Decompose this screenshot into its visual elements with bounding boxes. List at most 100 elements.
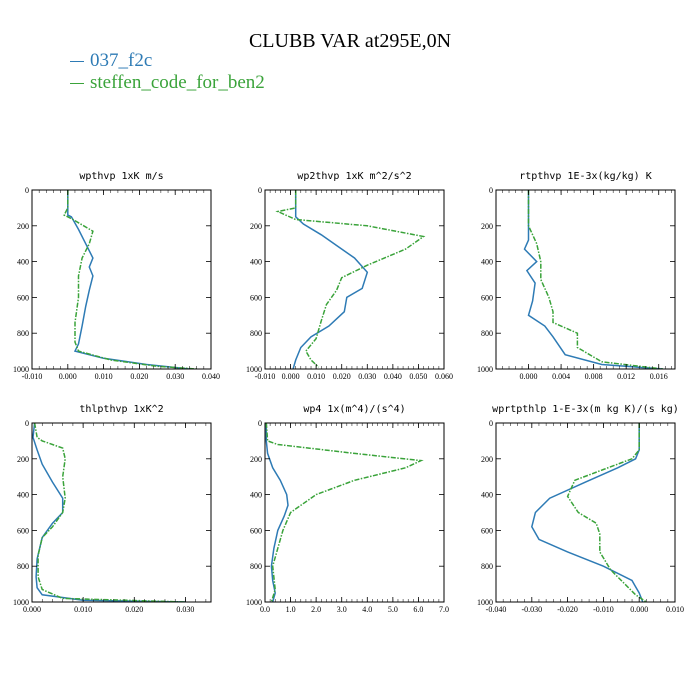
x-tick-label: 0.010 — [95, 372, 113, 381]
y-tick-label: 800 — [250, 562, 262, 571]
x-tick-label: 0.000 — [23, 605, 41, 614]
y-tick-label: 600 — [481, 293, 493, 302]
panel-title-2: wp2thvp 1xK m^2/s^2 — [297, 171, 411, 182]
y-tick-label: 800 — [17, 562, 29, 571]
x-tick-label: 0.012 — [617, 372, 635, 381]
x-tick-label: 6.0 — [413, 605, 423, 614]
x-tick-label: -0.030 — [521, 605, 542, 614]
x-tick-label: 1.0 — [286, 605, 296, 614]
plot-frame — [495, 422, 676, 603]
page-title: CLUBB VAR at295E,0N — [248, 30, 452, 52]
legend: 037_f2c steffen_code_for_ben2 — [70, 50, 265, 94]
y-tick-label: 400 — [481, 491, 493, 500]
legend-label-037-f2c: 037_f2c — [90, 50, 153, 71]
plot-frame — [495, 189, 676, 370]
series-line-037-f2c — [265, 423, 289, 602]
x-tick-label: 0.030 — [176, 605, 194, 614]
y-tick-label: 1000 — [246, 365, 262, 374]
y-tick-label: 0 — [25, 186, 29, 195]
series-line-steffen-code — [265, 423, 424, 602]
x-tick-label: 0.010 — [666, 605, 684, 614]
chart-panel-1: wpthvp 1xK m/s 0 200 400 600 800 1000-0.010 0.0… — [13, 171, 220, 381]
y-tick-label: 1000 — [13, 365, 29, 374]
y-tick-label: 800 — [481, 329, 493, 338]
x-tick-label: 0.016 — [650, 372, 668, 381]
y-tick-label: 400 — [17, 491, 29, 500]
x-tick-label: 0.020 — [333, 372, 351, 381]
plot-frame — [31, 422, 212, 603]
y-tick-label: 1000 — [477, 365, 493, 374]
series-line-steffen-code — [63, 190, 197, 369]
y-tick-label: 200 — [17, 222, 29, 231]
x-tick-label: 7.0 — [439, 605, 449, 614]
y-tick-label: 0 — [25, 419, 29, 428]
x-tick-label: -0.010 — [593, 605, 614, 614]
y-tick-label: 400 — [481, 258, 493, 267]
x-tick-label: 2.0 — [311, 605, 321, 614]
y-tick-label: 400 — [250, 491, 262, 500]
chart-panel-3: rtpthvp 1E-3x(kg/kg) K 0 200 400 600 800 1000 0… — [477, 171, 676, 381]
y-tick-label: 800 — [17, 329, 29, 338]
series-line-037-f2c — [523, 190, 663, 369]
plot-frame — [264, 422, 445, 603]
x-tick-label: 0.040 — [384, 372, 402, 381]
legend-swatch-steffen-code — [70, 82, 84, 84]
series-line-steffen-code — [33, 423, 186, 602]
plot-frame — [31, 189, 212, 370]
series-line-steffen-code — [275, 190, 426, 368]
y-tick-label: 600 — [17, 526, 29, 535]
series-line-037-f2c — [292, 190, 369, 369]
y-tick-label: 200 — [481, 455, 493, 464]
plot-frame — [264, 189, 445, 370]
y-tick-label: 1000 — [477, 598, 493, 607]
x-tick-label: 3.0 — [337, 605, 347, 614]
series-line-037-f2c — [32, 423, 186, 602]
x-tick-label: 0.008 — [585, 372, 603, 381]
x-tick-label: 0.020 — [130, 372, 148, 381]
x-tick-label: 5.0 — [388, 605, 398, 614]
x-tick-label: 0.004 — [552, 372, 570, 381]
series-line-037-f2c — [530, 423, 644, 602]
x-tick-label: 0.000 — [630, 605, 648, 614]
legend-swatch-037-f2c — [70, 60, 84, 62]
x-tick-label: 0.030 — [166, 372, 184, 381]
y-tick-label: 800 — [250, 329, 262, 338]
panel-title-1: wpthvp 1xK m/s — [79, 171, 163, 182]
y-tick-label: 800 — [481, 562, 493, 571]
y-tick-label: 0 — [489, 419, 493, 428]
x-tick-label: 0.030 — [358, 372, 376, 381]
x-tick-label: 0.000 — [59, 372, 77, 381]
x-tick-label: 0.000 — [282, 372, 300, 381]
x-tick-label: 0.050 — [409, 372, 427, 381]
y-tick-label: 0 — [258, 419, 262, 428]
x-tick-label: 0.0 — [260, 605, 270, 614]
legend-item-037-f2c: 037_f2c — [70, 50, 265, 72]
chart-panel-6: wprtpthlp 1-E-3x(m kg K)/(s kg) 0 200 400 60… — [477, 404, 684, 614]
chart-panel-2: wp2thvp 1xK m^2/s^2 0 200 400 600 800 1000-0.0… — [246, 171, 453, 381]
y-tick-label: 200 — [250, 455, 262, 464]
y-tick-label: 600 — [481, 526, 493, 535]
y-tick-label: 600 — [17, 293, 29, 302]
x-tick-label: -0.010 — [255, 372, 276, 381]
x-tick-label: -0.020 — [557, 605, 578, 614]
x-tick-label: 0.040 — [202, 372, 220, 381]
series-line-037-f2c — [67, 190, 190, 369]
x-tick-label: 0.000 — [520, 372, 538, 381]
y-tick-label: 200 — [17, 455, 29, 464]
y-tick-label: 400 — [250, 258, 262, 267]
y-tick-label: 200 — [481, 222, 493, 231]
y-tick-label: 600 — [250, 526, 262, 535]
legend-label-steffen-code: steffen_code_for_ben2 — [90, 72, 265, 93]
y-tick-label: 0 — [258, 186, 262, 195]
y-tick-label: 400 — [17, 258, 29, 267]
x-tick-label: 4.0 — [362, 605, 372, 614]
series-line-steffen-code — [527, 190, 663, 369]
x-tick-label: 0.060 — [435, 372, 453, 381]
y-tick-label: 0 — [489, 186, 493, 195]
panel-title-5: wp4 1x(m^4)/(s^4) — [303, 404, 405, 415]
y-tick-label: 200 — [250, 222, 262, 231]
series-line-steffen-code — [566, 423, 647, 602]
